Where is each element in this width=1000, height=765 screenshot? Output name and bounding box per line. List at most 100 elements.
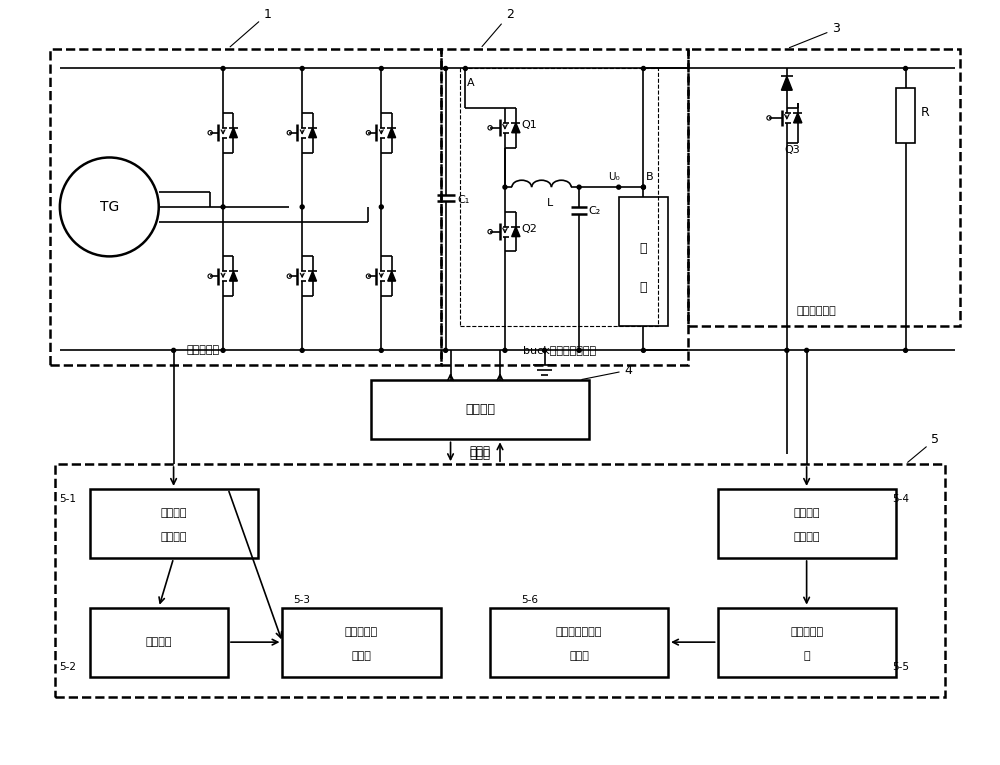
Circle shape [221, 348, 225, 353]
Circle shape [300, 205, 304, 209]
Text: 块: 块 [803, 651, 810, 661]
Circle shape [641, 185, 645, 189]
Circle shape [577, 348, 581, 353]
Circle shape [366, 274, 371, 278]
Text: 2: 2 [482, 8, 514, 47]
Circle shape [366, 131, 371, 135]
Circle shape [300, 348, 304, 353]
Text: 5-3: 5-3 [294, 594, 311, 604]
Bar [90, 489, 258, 558]
Circle shape [641, 348, 645, 353]
Circle shape [543, 348, 546, 353]
Circle shape [503, 348, 507, 353]
Circle shape [287, 274, 291, 278]
Bar [90, 607, 228, 677]
Circle shape [617, 185, 621, 189]
Text: 4: 4 [582, 363, 633, 379]
Text: C₁: C₁ [457, 194, 470, 204]
Circle shape [287, 131, 291, 135]
Circle shape [463, 67, 467, 70]
Bar [688, 49, 960, 326]
Circle shape [641, 67, 645, 70]
Text: Q1: Q1 [522, 120, 538, 130]
Bar [55, 464, 945, 697]
Circle shape [488, 125, 492, 130]
Text: 5-5: 5-5 [892, 662, 909, 672]
Circle shape [904, 67, 908, 70]
Text: R: R [921, 106, 930, 119]
Circle shape [221, 205, 225, 209]
Text: U₀: U₀ [608, 172, 620, 182]
Circle shape [221, 67, 225, 70]
Polygon shape [781, 76, 792, 90]
Bar [718, 607, 896, 677]
Text: 1: 1 [230, 8, 271, 47]
Text: 母线电压: 母线电压 [160, 508, 187, 518]
Text: 负: 负 [640, 242, 647, 255]
Text: 控制器: 控制器 [470, 445, 491, 458]
Polygon shape [309, 272, 317, 281]
Text: 输出恒压闭环控: 输出恒压闭环控 [556, 627, 602, 636]
Polygon shape [512, 226, 520, 236]
Text: 3: 3 [789, 22, 840, 47]
Text: 5-2: 5-2 [59, 662, 76, 672]
Bar [50, 49, 441, 365]
Text: 5-6: 5-6 [521, 594, 538, 604]
Bar [441, 49, 688, 365]
Circle shape [208, 274, 212, 278]
Circle shape [379, 67, 383, 70]
Polygon shape [309, 128, 317, 138]
Bar [460, 68, 658, 326]
Polygon shape [512, 123, 520, 133]
Circle shape [805, 348, 809, 353]
Text: 采样模块: 采样模块 [160, 532, 187, 542]
Bar [282, 607, 441, 677]
Circle shape [444, 348, 448, 353]
Circle shape [641, 185, 645, 189]
Polygon shape [229, 272, 237, 281]
Text: Q3: Q3 [784, 145, 800, 155]
Circle shape [172, 348, 176, 353]
Bar [490, 607, 668, 677]
Text: 驱动电路: 驱动电路 [465, 403, 495, 416]
Text: 5: 5 [908, 433, 939, 462]
Bar [619, 197, 668, 326]
Circle shape [488, 230, 492, 234]
Circle shape [577, 185, 581, 189]
Text: B: B [646, 172, 653, 182]
Circle shape [379, 205, 383, 209]
Bar [371, 380, 589, 439]
Text: C₂: C₂ [589, 206, 601, 216]
Polygon shape [388, 272, 396, 281]
Text: 控制器: 控制器 [470, 448, 491, 461]
Polygon shape [794, 113, 802, 123]
Circle shape [767, 116, 771, 120]
Polygon shape [388, 128, 396, 138]
Text: 能耗匹配电路: 能耗匹配电路 [797, 306, 836, 316]
Text: L: L [547, 198, 554, 208]
Text: 采样模块: 采样模块 [793, 532, 820, 542]
Text: 制模块: 制模块 [569, 651, 589, 661]
Circle shape [444, 67, 448, 70]
Text: A: A [467, 78, 474, 88]
Text: 5-4: 5-4 [892, 493, 909, 503]
Circle shape [379, 348, 383, 353]
Text: 制模块: 制模块 [352, 651, 371, 661]
Circle shape [904, 348, 908, 353]
Polygon shape [229, 128, 237, 138]
Text: 输出电压: 输出电压 [793, 508, 820, 518]
Bar [896, 88, 915, 142]
Text: 能耗匹配控: 能耗匹配控 [345, 627, 378, 636]
Text: 载: 载 [640, 281, 647, 294]
Text: 脉宽调制模: 脉宽调制模 [790, 627, 823, 636]
Text: Q2: Q2 [522, 223, 538, 233]
Text: 处理模块: 处理模块 [146, 637, 172, 647]
Circle shape [300, 67, 304, 70]
Circle shape [208, 131, 212, 135]
Circle shape [503, 185, 507, 189]
Circle shape [60, 158, 159, 256]
Text: 三相整流桥: 三相整流桥 [187, 345, 220, 356]
Bar [718, 489, 896, 558]
Text: 5-1: 5-1 [59, 493, 76, 503]
Circle shape [785, 348, 789, 353]
